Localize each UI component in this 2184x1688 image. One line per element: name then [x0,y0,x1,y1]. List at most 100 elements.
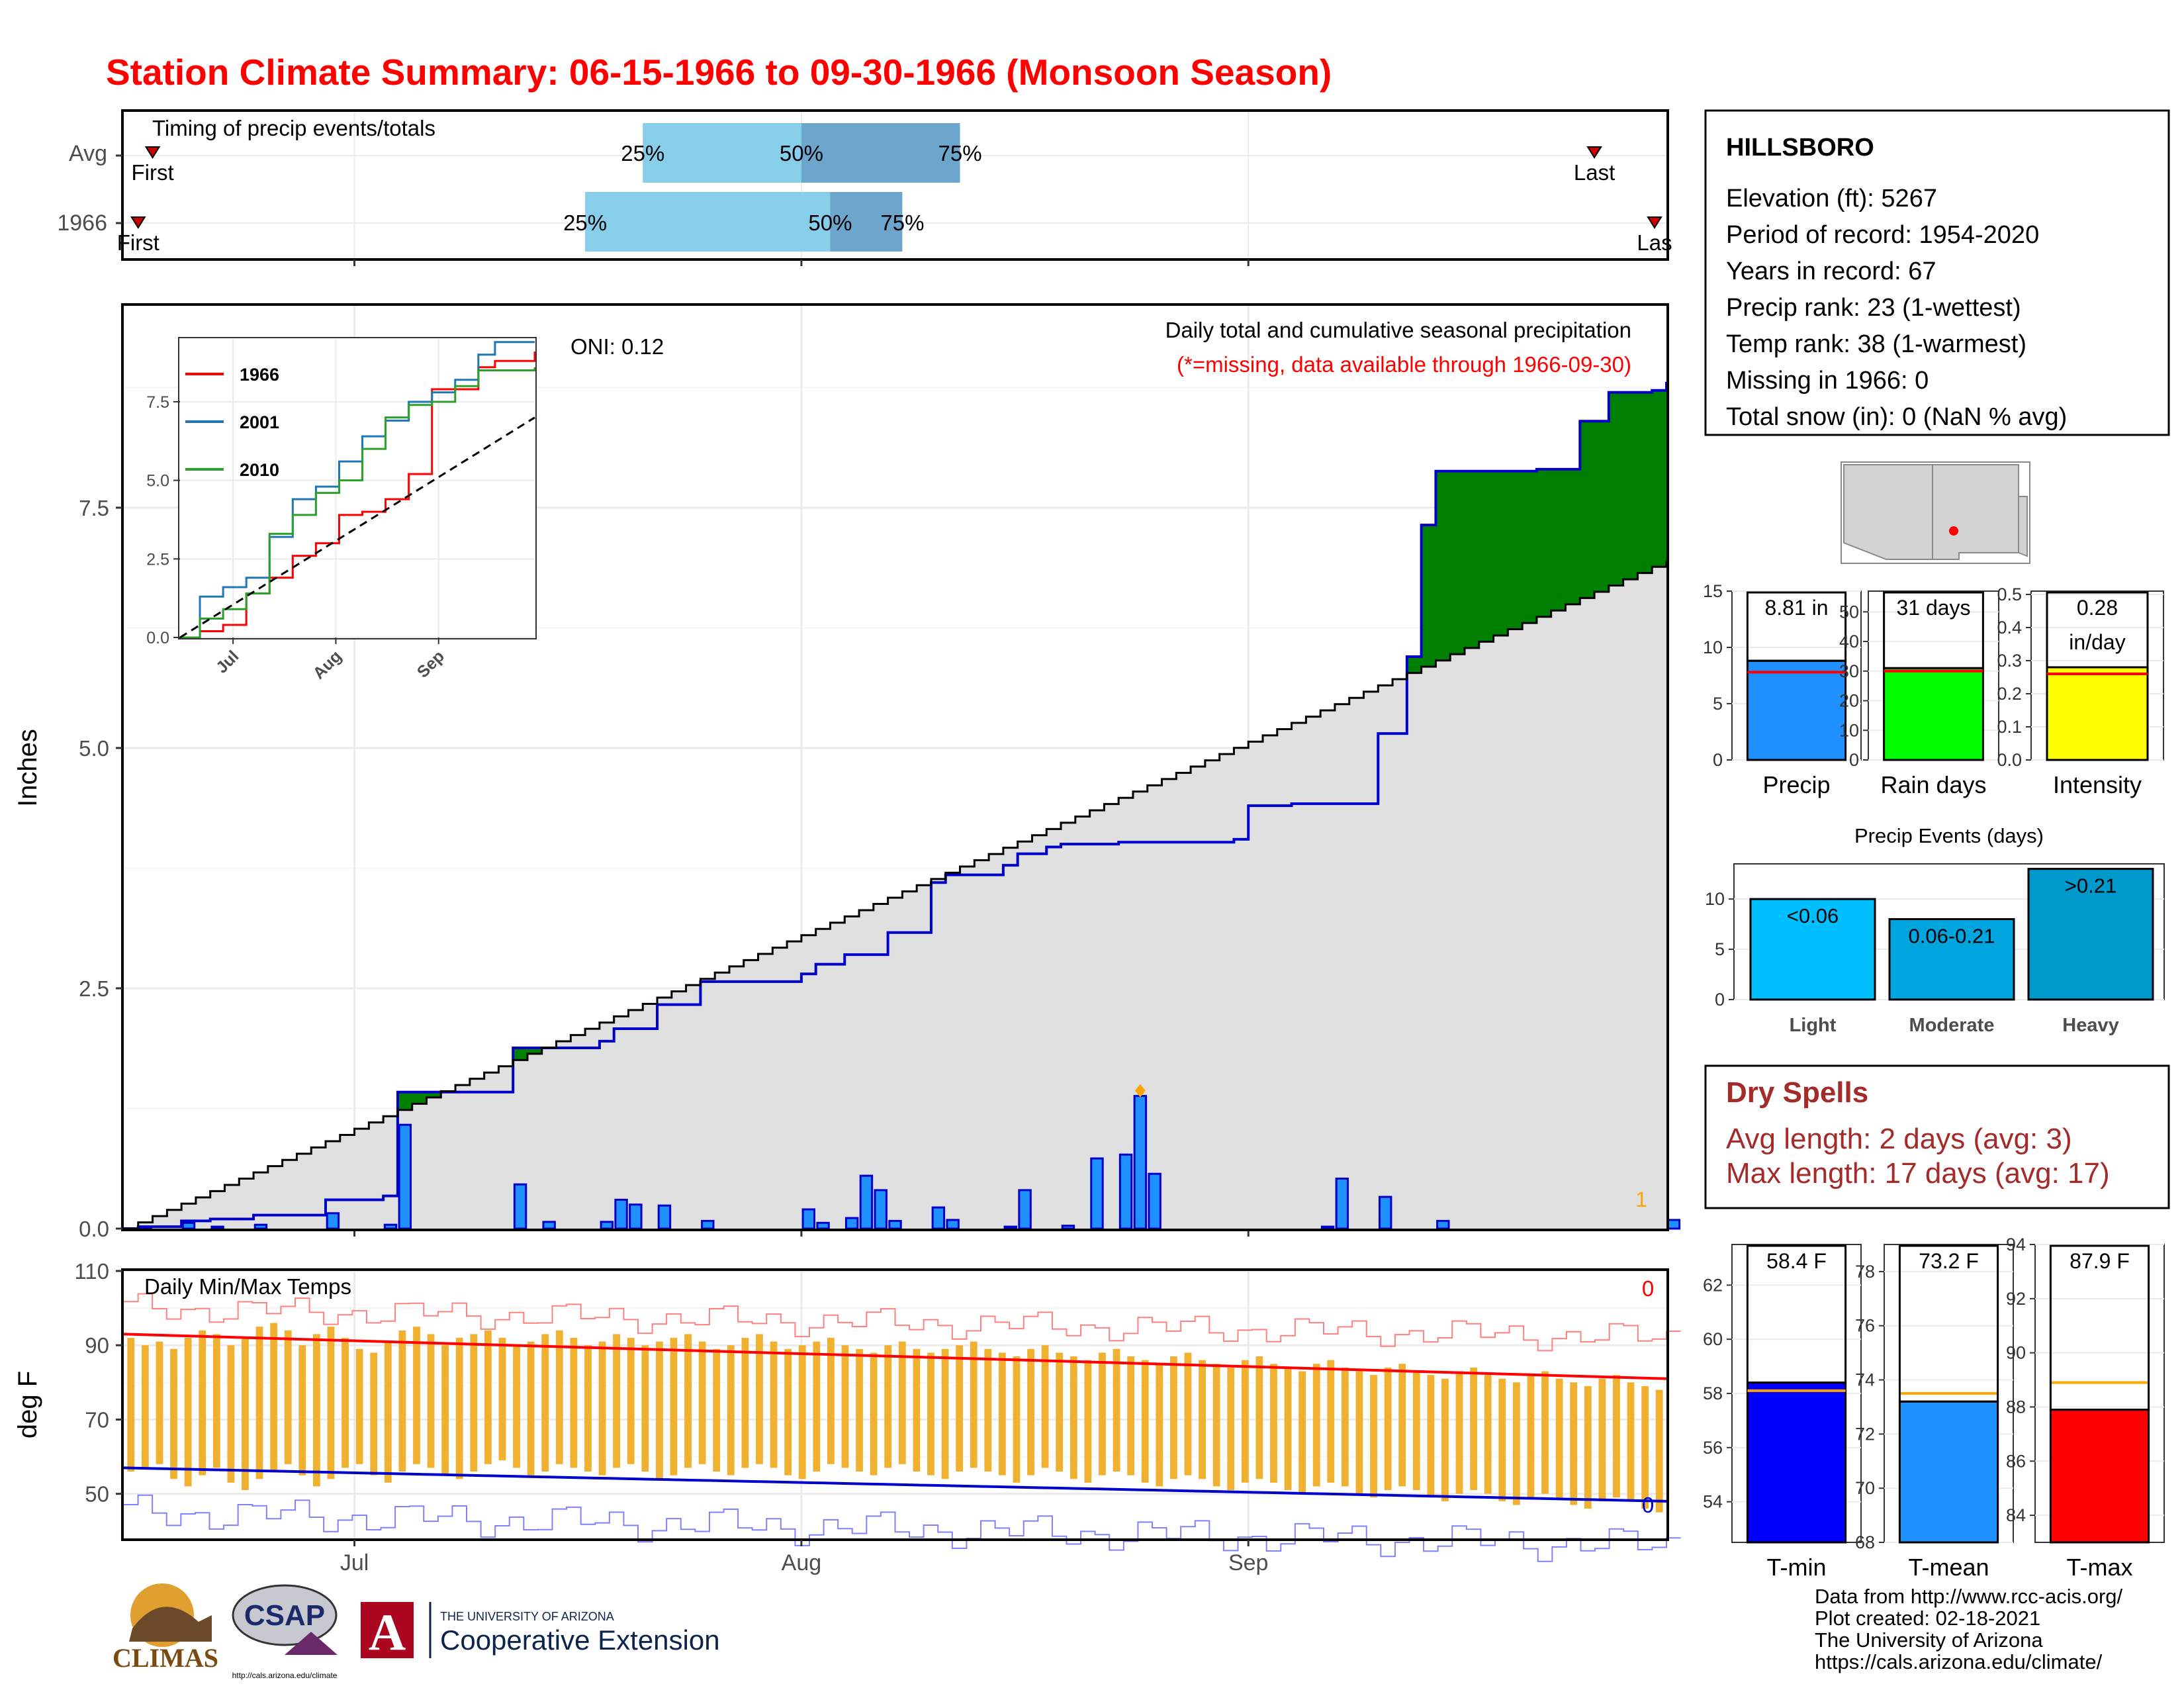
temp-ytick-label: 70 [85,1407,109,1432]
daily-temp-bar [827,1338,835,1464]
daily-temp-bar [1141,1360,1149,1483]
summary-ytick-label: 74 [1855,1370,1875,1390]
inset-ytick-label: 0.0 [146,629,169,647]
daily-temp-bar [1627,1382,1635,1501]
summary-bar [1883,667,1984,761]
daily-temp-bar [770,1341,778,1468]
daily-temp-bar [1555,1378,1563,1498]
summary-value-label: 58.4 F [1766,1249,1827,1273]
daily-temp-bar [884,1345,892,1468]
daily-precip-bar [946,1219,960,1230]
station-missing: Missing in 1966: 0 [1726,367,1929,395]
daily-precip-bar [844,1217,859,1230]
footer-university: The University of Arizona [1815,1628,2043,1652]
daily-temp-bar [1212,1364,1220,1487]
daily-precip-bar [1320,1225,1335,1230]
daily-temp-bar [970,1341,978,1468]
summary-bar [1746,659,1847,761]
daily-temp-bar [312,1334,320,1487]
daily-temp-bar [655,1341,663,1479]
average-precip-area [124,560,1666,1229]
summary-bar-outline [1746,1244,1847,1384]
summary-ytick-label: 40 [1839,632,1859,651]
event-category-label: Moderate [1909,1015,1995,1036]
summary-bar-outline [1883,591,1984,669]
timing-pct-label: 50% [808,211,852,235]
events-yticks: 0 5 10 [1705,889,1734,1009]
daily-precip-bar [629,1203,643,1230]
temp-lo-count: 0 [1642,1493,1654,1517]
daily-temp-bar [398,1330,406,1472]
station-period: Period of record: 1954-2020 [1726,221,2039,249]
timing-pct-label: 50% [780,141,823,165]
temp-ytick-label: 90 [85,1333,109,1358]
daily-temp-bar [1541,1371,1549,1494]
dry-spells-frame [1704,1064,2170,1209]
cumulative-precip-line [124,381,1668,1230]
timing-last-marker-icon [1647,216,1662,229]
daily-precip-bar [1335,1177,1349,1230]
daily-temp-bar [1127,1356,1135,1476]
events-title: Precip Events (days) [1854,824,2044,847]
daily-temp-bar [1156,1364,1163,1487]
summary-value-label: 73.2 F [1919,1249,1979,1273]
csap-cloud-icon [232,1584,338,1646]
daily-temp-bar [1241,1360,1249,1483]
dry-spells-title: Dry Spells [1726,1076,1868,1109]
logos: CLIMAS CSAP http://cals.arizona.edu/clim… [113,1583,720,1680]
dry-spells-avg: Avg length: 2 days (avg: 3) [1726,1123,2072,1155]
daily-temp-bar [613,1334,621,1468]
daily-temp-bar [541,1334,549,1472]
daily-precip-bar [1133,1095,1148,1230]
intensity-chart: 0.0 0.1 0.2 0.3 0.4 0.5 0.28 in/day Intensity [1997,585,2164,798]
timing-pct-label: 75% [880,211,924,235]
daily-temp-bar [427,1334,435,1468]
daily-temp-bar [284,1330,292,1464]
event-bar-moderate [1888,918,2015,1001]
station-precip-rank: Precip rank: 23 (1-wettest) [1726,294,2021,322]
station-temp-rank: Temp rank: 38 (1-warmest) [1726,330,2026,358]
inset-frame-bg [179,338,536,639]
precip-ytick-label: 0.0 [79,1217,109,1241]
station-years: Years in record: 67 [1726,258,1936,285]
daily-precip-bar [1061,1225,1075,1230]
event-category-label: Light [1790,1015,1837,1036]
precip-areas [124,381,1668,1230]
legend-label-2001: 2001 [240,412,279,432]
temp-lines [123,1293,1681,1562]
daily-temp-bar [1427,1375,1435,1498]
daily-temp-bar [713,1348,721,1472]
daily-temp-bar [141,1345,149,1468]
precip-yticks: 0.0 2.5 5.0 7.5 [79,496,122,1241]
summary-ytick-label: 0.5 [1997,585,2022,604]
daily-temp-bar [627,1338,635,1464]
oni-label: ONI: 0.12 [570,334,664,359]
summary-ytick-label: 78 [1855,1262,1875,1282]
summary-ytick-label: 54 [1703,1492,1723,1512]
summary-category-label: Rain days [1880,771,1986,798]
temp-panel: Daily Min/Max Temps 0 0 deg F 507090110 … [13,1259,1681,1575]
location-map [1841,461,2030,564]
inset-ytick-label: 7.5 [146,393,169,412]
ua-line2: Cooperative Extension [440,1624,720,1656]
daily-temp-bar [1284,1367,1292,1491]
daily-temp-bar [1227,1367,1235,1491]
daily-temp-bar [698,1341,706,1464]
inset-legend: 1966 2001 2010 [185,365,279,480]
daily-temp-bar [856,1348,863,1472]
timing-rows: 25% 50% 75% First Last 25% 50% 75% First Las [117,123,1672,255]
daily-precip-bar [1003,1225,1017,1230]
summary-ytick-label: 70 [1855,1478,1875,1498]
daily-temp-bar [1584,1385,1592,1509]
summary-bar [2049,1409,2150,1544]
summary-value-label: 0.28 [2077,596,2118,620]
precip-total-chart: 0 5 10 15 8.81 in Precip [1703,581,1862,798]
timing-last-label: Last [1574,160,1615,185]
summary-value-label: 8.81 in [1764,596,1828,620]
inset-frame [178,337,537,639]
daily-temp-bar [1084,1360,1092,1483]
daily-temp-bar [355,1348,363,1464]
inset-line-average [179,416,535,639]
daily-temp-bar [484,1330,492,1464]
daily-temp-bar [170,1348,177,1479]
